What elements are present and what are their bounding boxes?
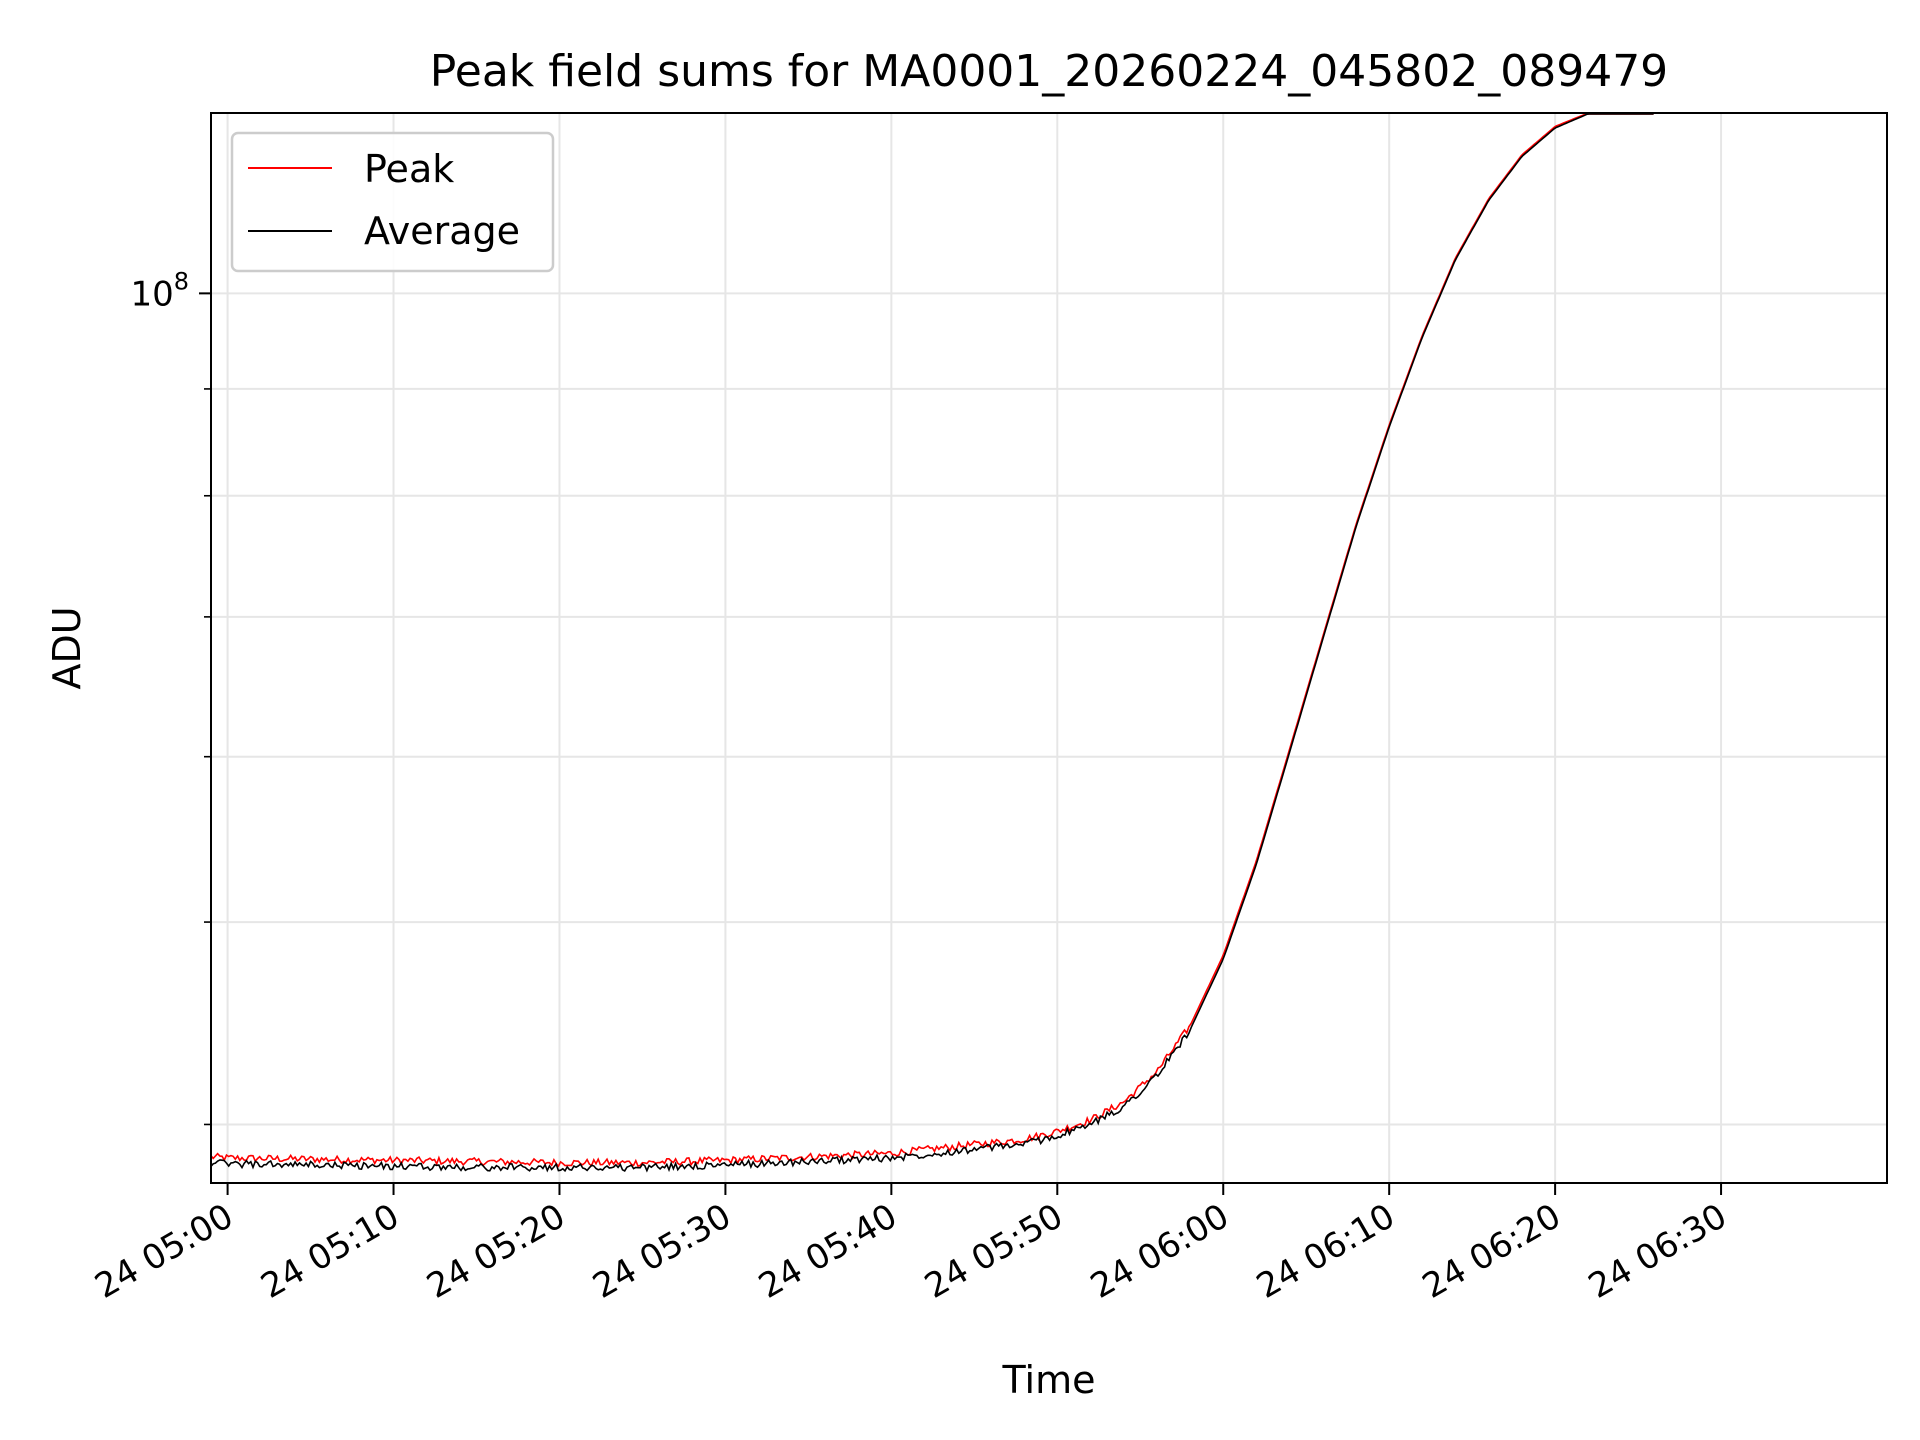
series-layer — [210, 113, 1654, 1173]
legend-label-peak: Peak — [364, 147, 454, 191]
plot-frame — [210, 112, 1888, 1184]
y-axis-label: ADU — [45, 606, 89, 689]
y-axis: 108 — [130, 267, 211, 1126]
series-line-average — [210, 113, 1654, 1173]
chart-title: Peak field sums for MA0001_20260224_0458… — [430, 46, 1668, 97]
y-tick-label: 108 — [130, 267, 189, 314]
grid — [211, 113, 1887, 1183]
legend-label-average: Average — [364, 209, 520, 253]
legend: Peak Average — [230, 131, 555, 273]
x-axis-label: Time — [1002, 1358, 1096, 1402]
